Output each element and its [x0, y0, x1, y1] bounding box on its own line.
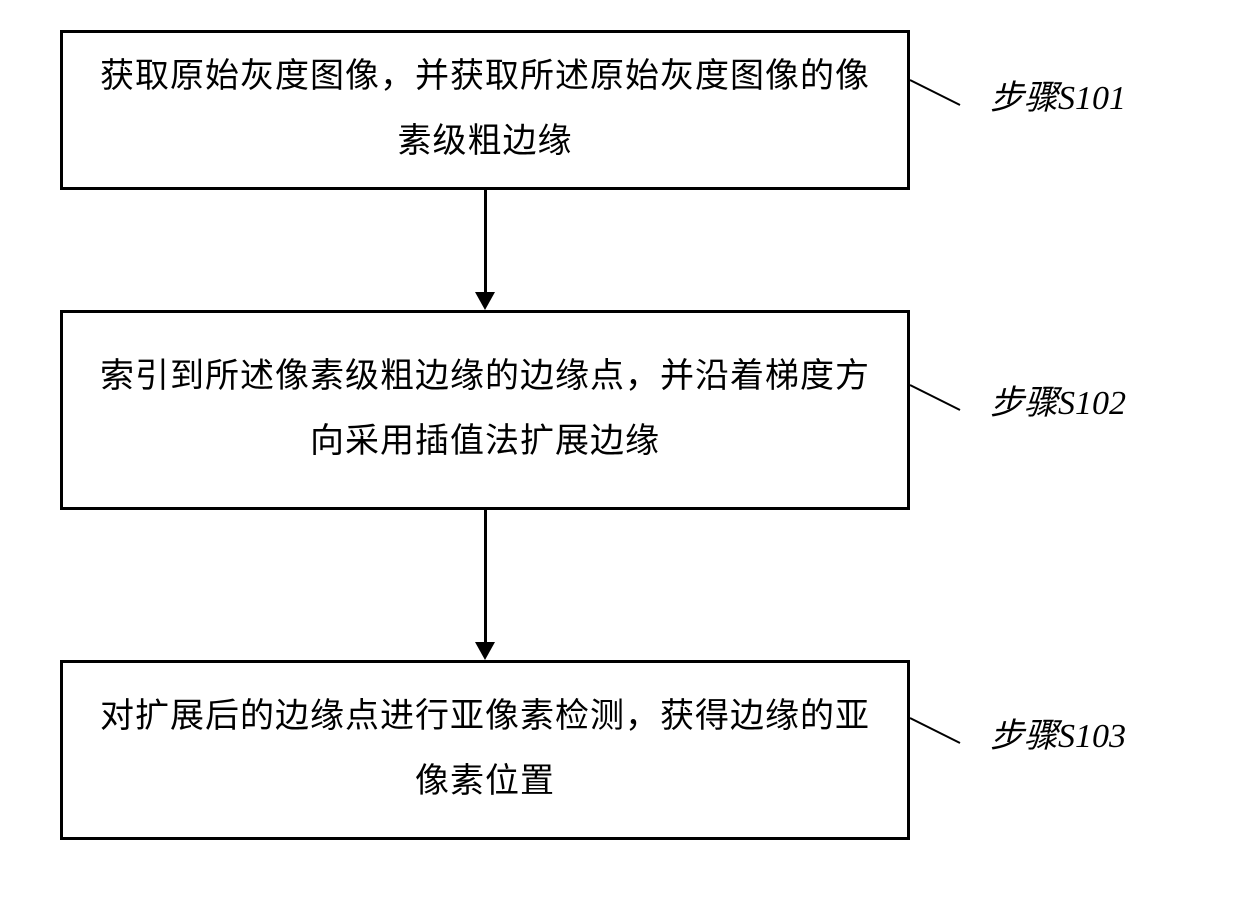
step-box-2: 索引到所述像素级粗边缘的边缘点，并沿着梯度方向采用插值法扩展边缘	[60, 310, 910, 510]
connector-line-2	[910, 370, 990, 415]
arrow-line-2	[484, 510, 487, 642]
arrow-line-1	[484, 190, 487, 292]
step-box-1: 获取原始灰度图像，并获取所述原始灰度图像的像素级粗边缘	[60, 30, 910, 190]
step-label-1: 步骤S101	[990, 70, 1126, 119]
step-label-3: 步骤S103	[990, 708, 1126, 757]
step-text-3: 对扩展后的边缘点进行亚像素检测，获得边缘的亚像素位置	[93, 685, 877, 814]
connector-line-3	[910, 703, 990, 748]
arrow-head-2	[475, 642, 495, 660]
step-text-1: 获取原始灰度图像，并获取所述原始灰度图像的像素级粗边缘	[93, 45, 877, 174]
flowchart-container: 获取原始灰度图像，并获取所述原始灰度图像的像素级粗边缘 步骤S101 索引到所述…	[0, 0, 1240, 897]
connector-line-1	[910, 65, 990, 110]
arrow-head-1	[475, 292, 495, 310]
step-label-2: 步骤S102	[990, 375, 1126, 424]
step-box-3: 对扩展后的边缘点进行亚像素检测，获得边缘的亚像素位置	[60, 660, 910, 840]
step-text-2: 索引到所述像素级粗边缘的边缘点，并沿着梯度方向采用插值法扩展边缘	[93, 345, 877, 474]
